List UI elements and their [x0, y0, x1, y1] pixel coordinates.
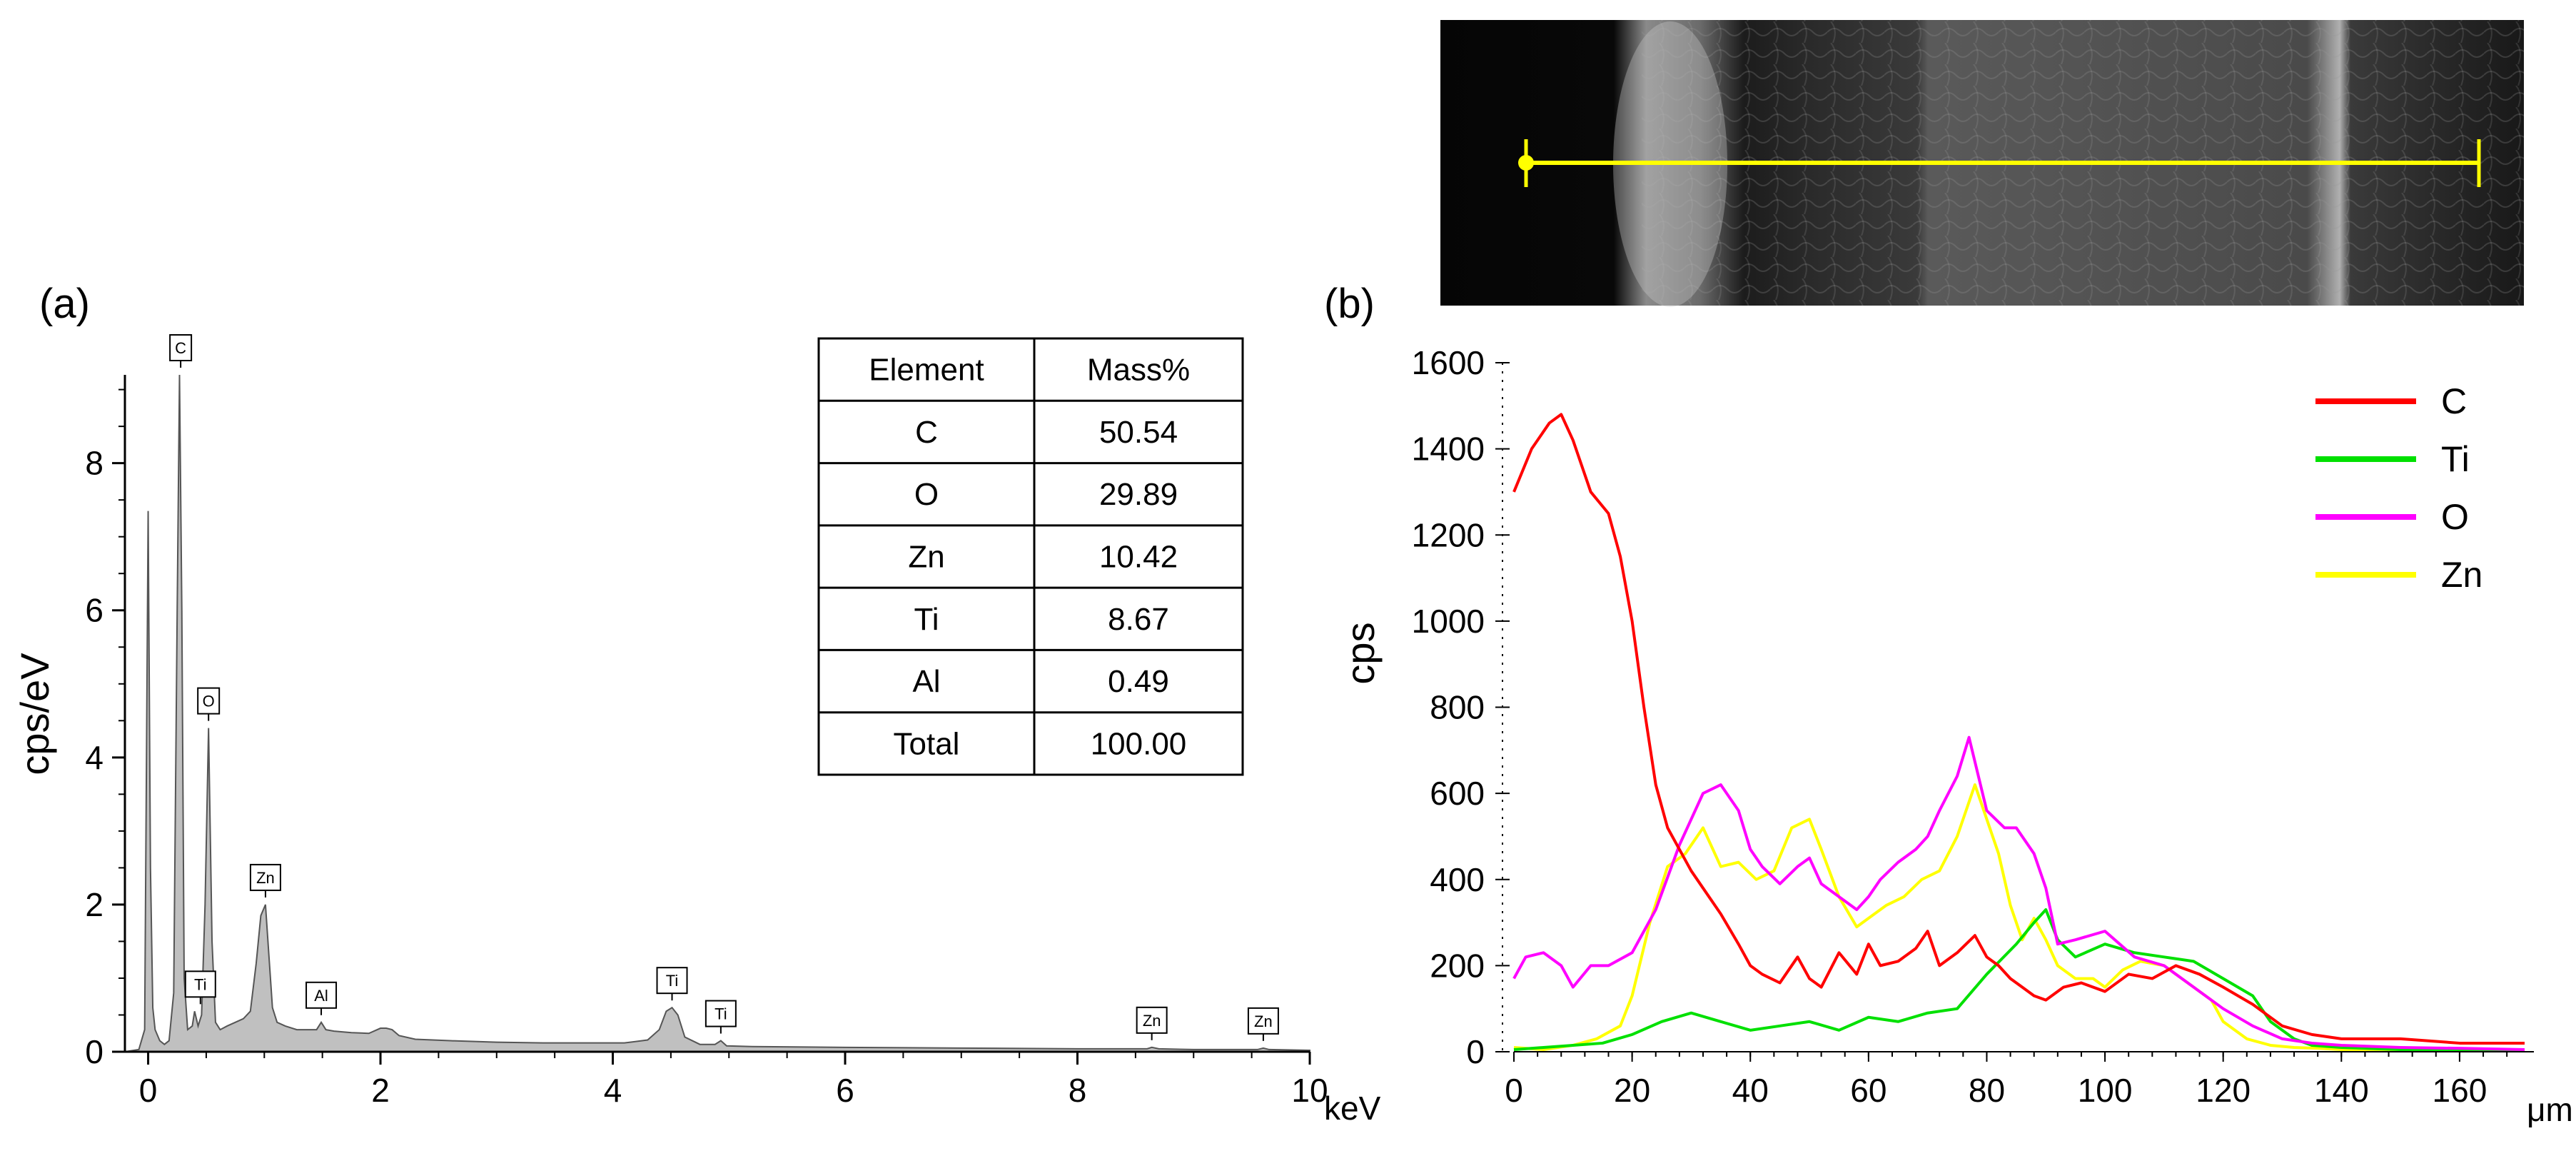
- line-scan-x-tick-label: 40: [1732, 1072, 1769, 1109]
- peak-label-box: [305, 981, 338, 1009]
- table-mass-cell: 10.42: [1099, 540, 1178, 575]
- spectrum-x-tick-label: 0: [139, 1072, 158, 1109]
- line-scan-y-tick-label: 200: [1430, 947, 1485, 984]
- peak-label-box: [169, 334, 193, 361]
- line-scan-series: [1512, 413, 2525, 1051]
- series-line-o: [1512, 735, 2525, 1051]
- line-scan-y-tick-label: 1400: [1412, 431, 1485, 468]
- peak-label-box: [1247, 1007, 1279, 1035]
- line-scan-x-tick-label: 160: [2433, 1072, 2487, 1109]
- peak-label-box: [197, 687, 221, 715]
- line-scan-x-tick-label: 120: [2196, 1072, 2251, 1109]
- table-element-cell: O: [914, 477, 939, 512]
- line-scan-y-tick-label: 1200: [1412, 516, 1485, 553]
- spectrum-x-tick-label: 2: [371, 1072, 390, 1109]
- peak-label-ti: Ti: [714, 1005, 727, 1023]
- sem-image: [1440, 20, 2524, 307]
- line-scan-y-axis-title: cps: [1338, 622, 1383, 684]
- table-mass-cell: 0.49: [1108, 664, 1169, 699]
- line-scan-y-tick-label: 1000: [1412, 603, 1485, 640]
- spectrum-area: [124, 374, 1310, 1052]
- peak-label-ti: Ti: [666, 972, 679, 990]
- line-scan-x-tick-label: 20: [1614, 1072, 1650, 1109]
- line-scan-x-tick-label: 0: [1505, 1072, 1523, 1109]
- spectrum-x-tick-label: 10: [1291, 1072, 1328, 1109]
- composition-table: Element Mass% C 50.54 O 29.89 Zn 10.42 Ti 8.67 Al 0…: [817, 337, 1244, 776]
- table-element-cell: Al: [912, 664, 940, 699]
- line-scan-x-tick-label: 100: [2078, 1072, 2133, 1109]
- line-scan-x-tick-label: 80: [1969, 1072, 2005, 1109]
- peak-label-ti: Ti: [194, 975, 207, 993]
- peak-label-al: Al: [314, 987, 328, 1005]
- spectrum-y-tick-label: 0: [85, 1033, 103, 1070]
- series-line-ti: [1513, 908, 2525, 1051]
- spectrum-y-tick-label: 8: [85, 445, 103, 482]
- peak-label-zn: Zn: [1143, 1012, 1161, 1030]
- spectrum-x-tick-label: 4: [604, 1072, 622, 1109]
- peak-label-zn: Zn: [1254, 1012, 1273, 1030]
- spectrum-y-tick-label: 4: [85, 739, 103, 776]
- spectrum-x-unit-label: keV: [1324, 1090, 1381, 1127]
- line-scan-y-tick-label: 0: [1466, 1033, 1485, 1070]
- line-scan-y-tick-label: 1600: [1412, 344, 1485, 381]
- peak-label-box: [249, 863, 281, 891]
- peak-label-zn: Zn: [256, 869, 275, 887]
- scan-line-start-dot: [1518, 155, 1534, 171]
- line-scan-legend: C Ti O Zn: [2315, 381, 2482, 595]
- line-scan-y-tick-label: 600: [1430, 775, 1485, 812]
- spectrum-y-tick-label: 2: [85, 886, 103, 923]
- table-mass-cell: 100.00: [1091, 726, 1187, 761]
- table-element-cell: Zn: [908, 540, 944, 575]
- table-element-cell: Total: [894, 726, 960, 761]
- legend-label-c: C: [2441, 381, 2467, 421]
- spectrum-y-axis-title: cps/eV: [12, 653, 57, 775]
- peak-label-box: [656, 967, 688, 995]
- table-header-cell: Element: [869, 353, 984, 388]
- peak-label-o: O: [203, 693, 215, 710]
- line-scan-x-tick-label: 60: [1850, 1072, 1886, 1109]
- legend-label-ti: Ti: [2441, 439, 2470, 479]
- legend-label-zn: Zn: [2441, 555, 2482, 595]
- spectrum-y-tick-label: 6: [85, 592, 103, 629]
- spectrum-x-tick-label: 6: [836, 1072, 854, 1109]
- spectrum-x-ticks: 0 2 4 6 8 10: [139, 1052, 1328, 1109]
- series-line-zn: [1513, 783, 2525, 1051]
- table-element-cell: C: [915, 415, 938, 450]
- series-line-c: [1512, 413, 2525, 1045]
- table-element-cell: Ti: [914, 602, 939, 637]
- table-mass-cell: 8.67: [1108, 602, 1169, 637]
- legend-label-o: O: [2441, 497, 2469, 537]
- table-mass-cell: 29.89: [1099, 477, 1178, 512]
- panel-b-label: (b): [1324, 281, 1375, 327]
- line-scan-x-unit-label: μm: [2527, 1091, 2573, 1128]
- table-header-cell: Mass%: [1087, 353, 1190, 388]
- spectrum-y-ticks: 0 2 4 6 8: [85, 388, 125, 1070]
- peak-label-box: [1136, 1006, 1168, 1034]
- line-scan-x-ticks: 0 20 40 60 80 100 120 140 160: [1505, 1052, 2508, 1109]
- line-scan-y-ticks: 0 200 400 600 800 1000 1200 1400 1600: [1412, 344, 1510, 1070]
- line-scan-y-tick-label: 800: [1430, 689, 1485, 726]
- spectrum-x-tick-label: 8: [1069, 1072, 1087, 1109]
- peak-label-box: [704, 1000, 737, 1027]
- table-mass-cell: 50.54: [1099, 415, 1178, 450]
- line-scan-plot: 0 20 40 60 80 100 120 140 160 0 200 400 600 800 1000 1…: [1338, 344, 2573, 1128]
- table-border: [817, 337, 1244, 776]
- line-scan-y-tick-label: 400: [1430, 861, 1485, 898]
- peak-label-c: C: [175, 339, 186, 357]
- panel-a-label: (a): [39, 281, 90, 327]
- peak-label-box: [184, 970, 216, 998]
- line-scan-x-tick-label: 140: [2314, 1072, 2369, 1109]
